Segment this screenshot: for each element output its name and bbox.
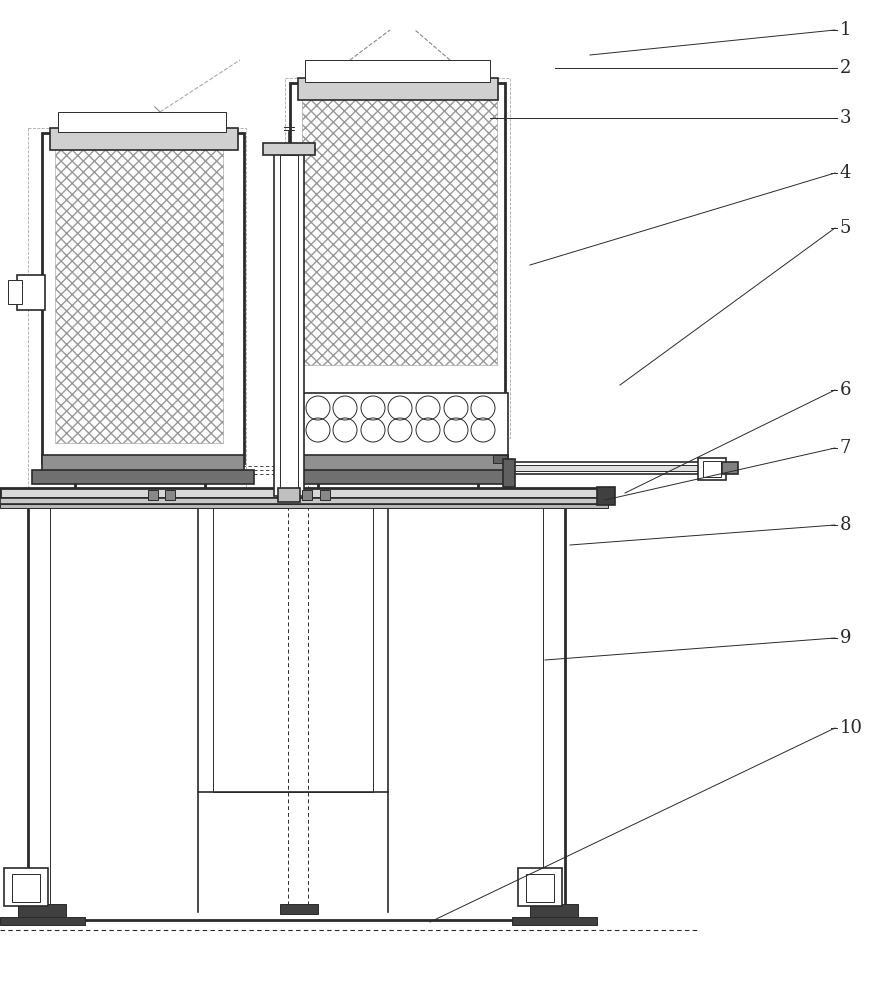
Bar: [493, 455, 507, 463]
Bar: [293, 455, 508, 473]
Bar: [285, 78, 510, 438]
Bar: [0, 504, 608, 508]
Bar: [42, 455, 244, 473]
Bar: [302, 490, 312, 500]
Bar: [305, 60, 490, 82]
Bar: [293, 393, 508, 458]
Bar: [508, 462, 708, 474]
Text: 8: 8: [840, 516, 851, 534]
Text: 2: 2: [840, 59, 851, 77]
Bar: [12, 874, 40, 902]
Bar: [503, 459, 515, 487]
Bar: [148, 490, 158, 500]
Text: 9: 9: [840, 629, 851, 647]
Bar: [0, 488, 608, 498]
Bar: [18, 904, 66, 918]
Bar: [274, 148, 304, 496]
Bar: [0, 498, 608, 504]
Bar: [58, 112, 226, 132]
Bar: [50, 128, 238, 150]
Text: 1: 1: [840, 21, 851, 39]
Bar: [263, 143, 315, 155]
Bar: [518, 868, 562, 906]
Text: 5: 5: [840, 219, 851, 237]
Text: 4: 4: [840, 164, 851, 182]
Bar: [8, 280, 22, 304]
Bar: [703, 461, 721, 477]
Bar: [722, 462, 738, 474]
Bar: [290, 83, 505, 431]
Bar: [526, 874, 554, 902]
Bar: [698, 458, 726, 480]
Bar: [28, 128, 246, 490]
Bar: [0, 917, 85, 925]
Bar: [508, 465, 708, 471]
Bar: [597, 487, 615, 505]
Bar: [17, 275, 45, 310]
Bar: [4, 868, 48, 906]
Bar: [512, 917, 597, 925]
Bar: [42, 133, 244, 463]
Bar: [302, 95, 497, 365]
Bar: [165, 490, 175, 500]
Bar: [280, 904, 318, 914]
Text: 3: 3: [840, 109, 851, 127]
Text: 10: 10: [840, 719, 863, 737]
Bar: [32, 470, 254, 484]
Bar: [320, 490, 330, 500]
Bar: [280, 155, 298, 490]
Bar: [278, 488, 300, 502]
Bar: [298, 78, 498, 100]
Bar: [530, 904, 578, 918]
Text: 7: 7: [840, 439, 851, 457]
Bar: [283, 470, 513, 484]
Bar: [55, 148, 223, 443]
Text: 6: 6: [840, 381, 851, 399]
